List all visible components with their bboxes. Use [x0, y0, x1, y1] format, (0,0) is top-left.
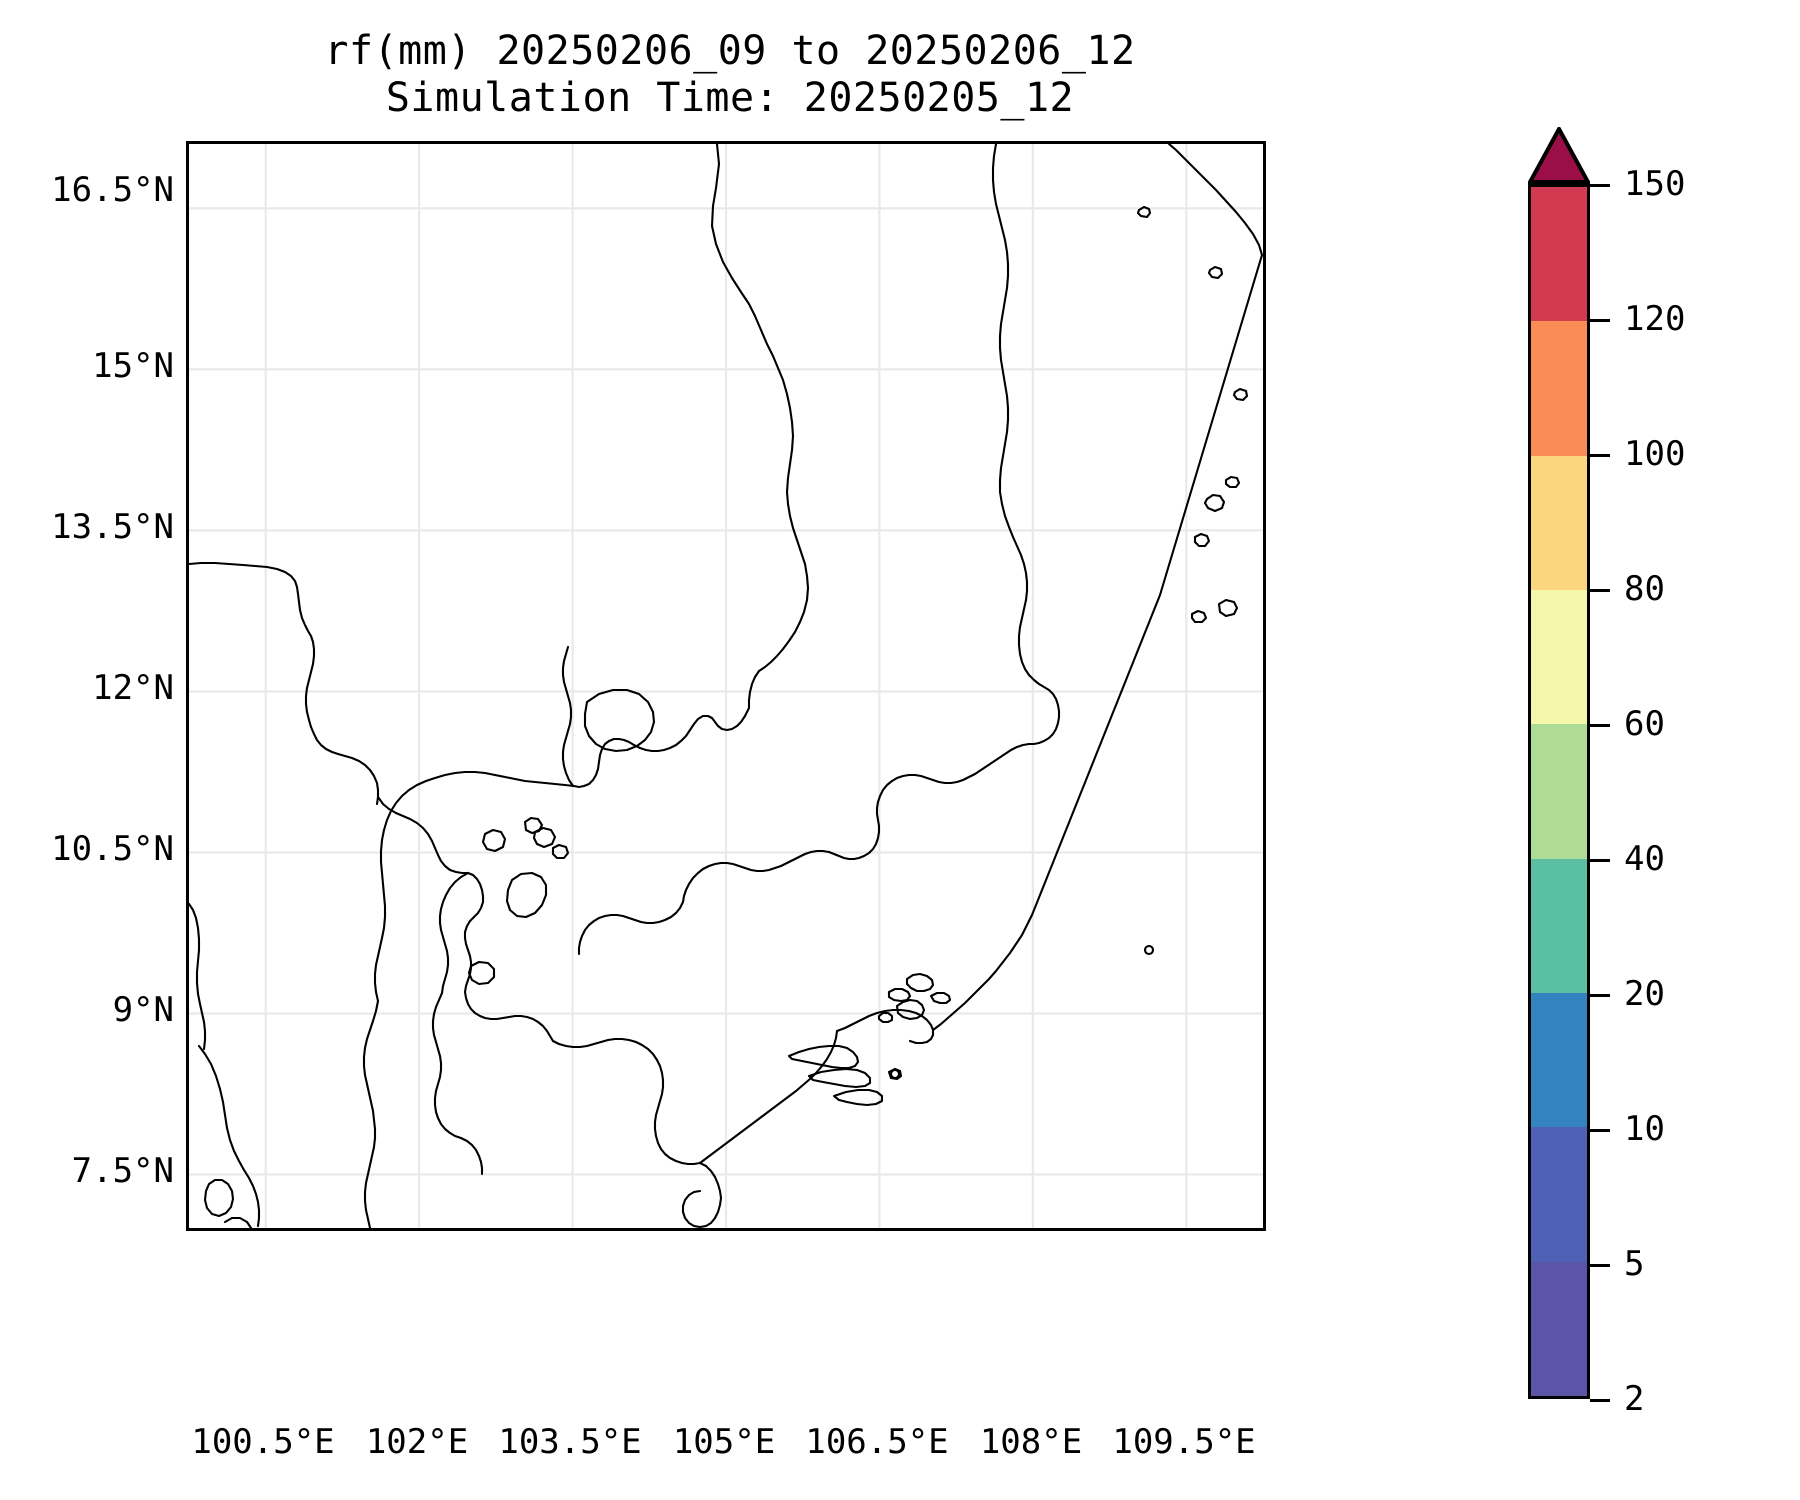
- colorbar-band-100-120: [1531, 321, 1587, 456]
- figure-title: rf(mm) 20250206_09 to 20250206_12 Simula…: [0, 28, 1460, 122]
- ytick-label-16-5N: 16.5°N: [51, 170, 174, 210]
- colorbar-tick-120: [1590, 319, 1610, 322]
- colorbar-tick-40: [1590, 859, 1610, 862]
- colorbar-tick-60: [1590, 724, 1610, 727]
- xtick-label-108E: 108°E: [979, 1422, 1083, 1462]
- ytick-label-12N: 12°N: [92, 668, 174, 708]
- colorbar-bands: [1528, 184, 1590, 1399]
- colorbar-label-10: 10: [1624, 1109, 1665, 1149]
- colorbar-tick-5: [1590, 1264, 1610, 1267]
- xtick-label-105E: 105°E: [672, 1422, 776, 1462]
- ytick-label-15N: 15°N: [92, 346, 174, 386]
- colorbar-tick-10: [1590, 1129, 1610, 1132]
- ytick-label-10-5N: 10.5°N: [51, 829, 174, 869]
- colorbar-label-80: 80: [1624, 569, 1665, 609]
- colorbar-band-5-10: [1531, 1127, 1587, 1262]
- colorbar-label-120: 120: [1624, 299, 1686, 339]
- colorbar-label-100: 100: [1624, 434, 1686, 474]
- xtick-label-103-5E: 103.5°E: [498, 1422, 642, 1462]
- colorbar-label-40: 40: [1624, 839, 1665, 879]
- ytick-label-9N: 9°N: [112, 990, 174, 1030]
- colorbar-band-80-100: [1531, 455, 1587, 590]
- colorbar-label-20: 20: [1624, 974, 1665, 1014]
- ytick-label-13-5N: 13.5°N: [51, 507, 174, 547]
- colorbar-tick-20: [1590, 994, 1610, 997]
- map-canvas: [189, 144, 1263, 1228]
- xtick-label-109-5E: 109.5°E: [1112, 1422, 1256, 1462]
- colorbar-over-arrow: [1528, 127, 1590, 184]
- colorbar-label-2: 2: [1624, 1379, 1645, 1419]
- map-gridlines: [189, 144, 1263, 1228]
- colorbar-band-40-60: [1531, 724, 1587, 859]
- colorbar-tick-150: [1590, 184, 1610, 187]
- colorbar-label-150: 150: [1624, 164, 1686, 204]
- colorbar-band-10-20: [1531, 992, 1587, 1128]
- xtick-label-100-5E: 100.5°E: [191, 1422, 335, 1462]
- colorbar-tick-100: [1590, 454, 1610, 457]
- colorbar-band-20-40: [1531, 858, 1587, 993]
- ytick-label-7-5N: 7.5°N: [71, 1151, 174, 1191]
- colorbar-tick-80: [1590, 589, 1610, 592]
- colorbar-label-5: 5: [1624, 1244, 1645, 1284]
- map-plot-area: [186, 141, 1266, 1231]
- colorbar-band-60-80: [1531, 589, 1587, 725]
- colorbar-band-120-150: [1531, 187, 1587, 322]
- title-line-variable-period: rf(mm) 20250206_09 to 20250206_12: [324, 28, 1136, 74]
- xtick-label-102E: 102°E: [365, 1422, 469, 1462]
- coastline-and-border-overlay: [189, 144, 1263, 1228]
- colorbar-tick-2: [1590, 1399, 1610, 1402]
- colorbar: 150 120 100 80 60 40 20 10 5 2: [1528, 127, 1685, 1419]
- colorbar-label-60: 60: [1624, 704, 1665, 744]
- colorbar-band-2-5: [1531, 1261, 1587, 1396]
- xtick-label-106-5E: 106.5°E: [805, 1422, 949, 1462]
- title-line-simulation-time: Simulation Time: 20250205_12: [385, 75, 1075, 122]
